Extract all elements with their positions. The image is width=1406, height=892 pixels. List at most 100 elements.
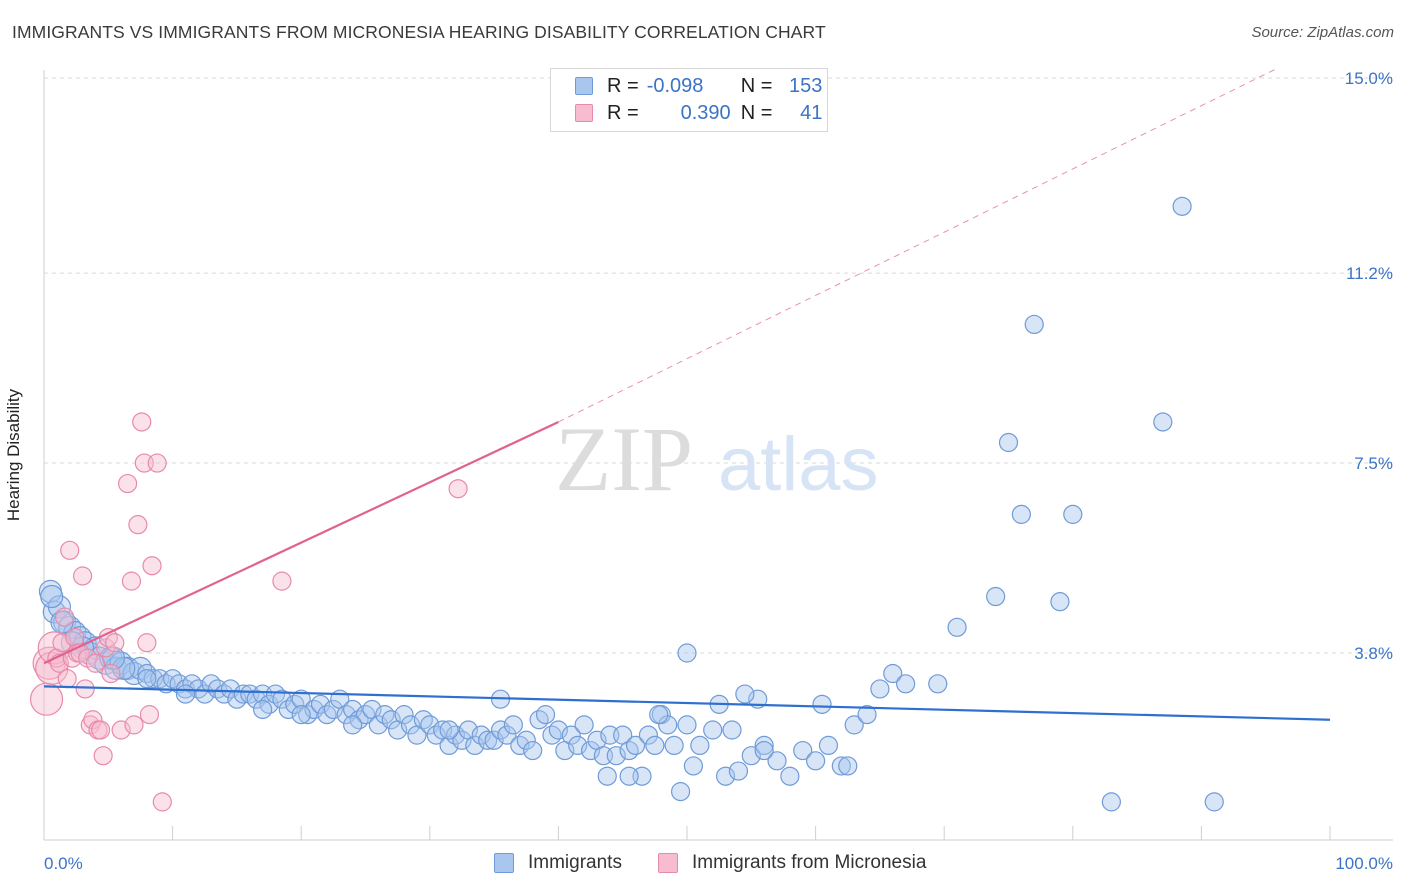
data-point bbox=[883, 663, 903, 684]
legend-label: Immigrants from Micronesia bbox=[692, 852, 927, 873]
data-point bbox=[1063, 504, 1083, 524]
legend-item-immigrants[interactable]: Immigrants bbox=[494, 852, 622, 874]
data-point bbox=[445, 725, 466, 745]
data-point bbox=[121, 571, 142, 591]
data-point bbox=[420, 715, 440, 735]
data-point bbox=[548, 720, 569, 740]
data-point bbox=[754, 740, 774, 761]
data-point bbox=[478, 730, 498, 750]
data-point bbox=[90, 720, 111, 740]
legend-swatch-blue bbox=[575, 77, 593, 95]
data-point bbox=[805, 751, 826, 771]
data-point bbox=[285, 694, 305, 714]
data-point bbox=[1024, 314, 1044, 335]
data-point bbox=[497, 725, 517, 745]
data-point bbox=[542, 725, 562, 745]
data-point bbox=[465, 735, 485, 756]
data-point bbox=[246, 689, 266, 709]
data-point bbox=[175, 684, 196, 704]
legend-label: Immigrants bbox=[528, 852, 622, 873]
data-point bbox=[75, 679, 95, 699]
data-point bbox=[896, 674, 916, 694]
data-point bbox=[214, 684, 234, 704]
data-point bbox=[182, 674, 202, 694]
immigrants-points bbox=[38, 196, 1224, 812]
data-point bbox=[233, 684, 253, 704]
data-point bbox=[201, 674, 221, 694]
data-point bbox=[625, 735, 646, 756]
n-value: 41 bbox=[800, 101, 823, 124]
data-point bbox=[793, 740, 813, 761]
data-point bbox=[619, 740, 639, 761]
data-point bbox=[375, 705, 395, 725]
data-point bbox=[645, 735, 665, 756]
data-point bbox=[381, 710, 401, 730]
data-point bbox=[818, 735, 839, 756]
data-point bbox=[143, 669, 163, 689]
data-point bbox=[101, 663, 121, 684]
data-point bbox=[452, 730, 472, 750]
data-point bbox=[60, 540, 80, 560]
y-tick-label: 3.8% bbox=[1354, 644, 1393, 663]
data-point bbox=[947, 617, 967, 637]
y-tick-label: 15.0% bbox=[1345, 69, 1393, 88]
data-point bbox=[715, 766, 736, 786]
data-point bbox=[677, 715, 697, 735]
data-point bbox=[535, 705, 556, 725]
data-point bbox=[105, 633, 125, 653]
data-point bbox=[741, 746, 761, 766]
data-point bbox=[259, 694, 279, 714]
data-point bbox=[349, 710, 369, 730]
grid-lines bbox=[44, 77, 1393, 654]
data-point bbox=[310, 694, 331, 714]
data-point bbox=[317, 705, 337, 725]
data-point bbox=[728, 761, 749, 781]
data-point bbox=[664, 735, 684, 756]
data-point bbox=[471, 725, 491, 745]
trend-line-micronesia-extension bbox=[558, 67, 1279, 423]
data-point bbox=[124, 715, 144, 735]
data-point bbox=[619, 766, 639, 786]
legend-item-micronesia[interactable]: Immigrants from Micronesia bbox=[658, 852, 926, 874]
data-point bbox=[1050, 592, 1070, 612]
data-point bbox=[40, 584, 64, 609]
data-point bbox=[529, 710, 549, 730]
chart-title: IMMIGRANTS VS IMMIGRANTS FROM MICRONESIA… bbox=[12, 22, 826, 42]
r-label: R = bbox=[607, 74, 639, 97]
data-point bbox=[510, 735, 530, 756]
legend-swatch-blue bbox=[494, 853, 514, 873]
y-tick-label: 11.2% bbox=[1346, 264, 1393, 283]
data-point bbox=[1101, 792, 1121, 812]
data-point bbox=[72, 566, 93, 586]
data-point bbox=[265, 684, 286, 704]
data-point bbox=[838, 756, 858, 776]
data-point bbox=[355, 705, 376, 725]
data-point bbox=[448, 479, 468, 499]
data-point bbox=[65, 627, 85, 648]
data-point bbox=[142, 556, 162, 576]
data-point bbox=[986, 586, 1006, 607]
data-point bbox=[188, 679, 208, 699]
data-point bbox=[54, 607, 75, 627]
data-point bbox=[597, 766, 617, 786]
n-label: N = bbox=[740, 101, 773, 124]
data-point bbox=[1172, 196, 1192, 216]
data-point bbox=[147, 453, 167, 473]
r-value: 0.390 bbox=[680, 101, 731, 124]
correlation-legend: R = -0.098 N = 153 R = 0.390 N = 41 bbox=[550, 68, 828, 132]
data-point bbox=[400, 715, 421, 735]
data-point bbox=[394, 705, 414, 725]
data-point bbox=[93, 746, 113, 766]
data-point bbox=[439, 735, 459, 756]
legend-row-micronesia: R = 0.390 N = 41 bbox=[575, 100, 822, 126]
data-point bbox=[278, 699, 298, 720]
data-point bbox=[117, 473, 138, 494]
data-point bbox=[304, 699, 324, 720]
data-point bbox=[111, 720, 131, 740]
watermark-atlas: atlas bbox=[718, 422, 879, 507]
micronesia-points bbox=[29, 412, 468, 812]
data-point bbox=[561, 725, 581, 745]
data-point bbox=[336, 705, 356, 725]
data-point bbox=[606, 746, 626, 766]
